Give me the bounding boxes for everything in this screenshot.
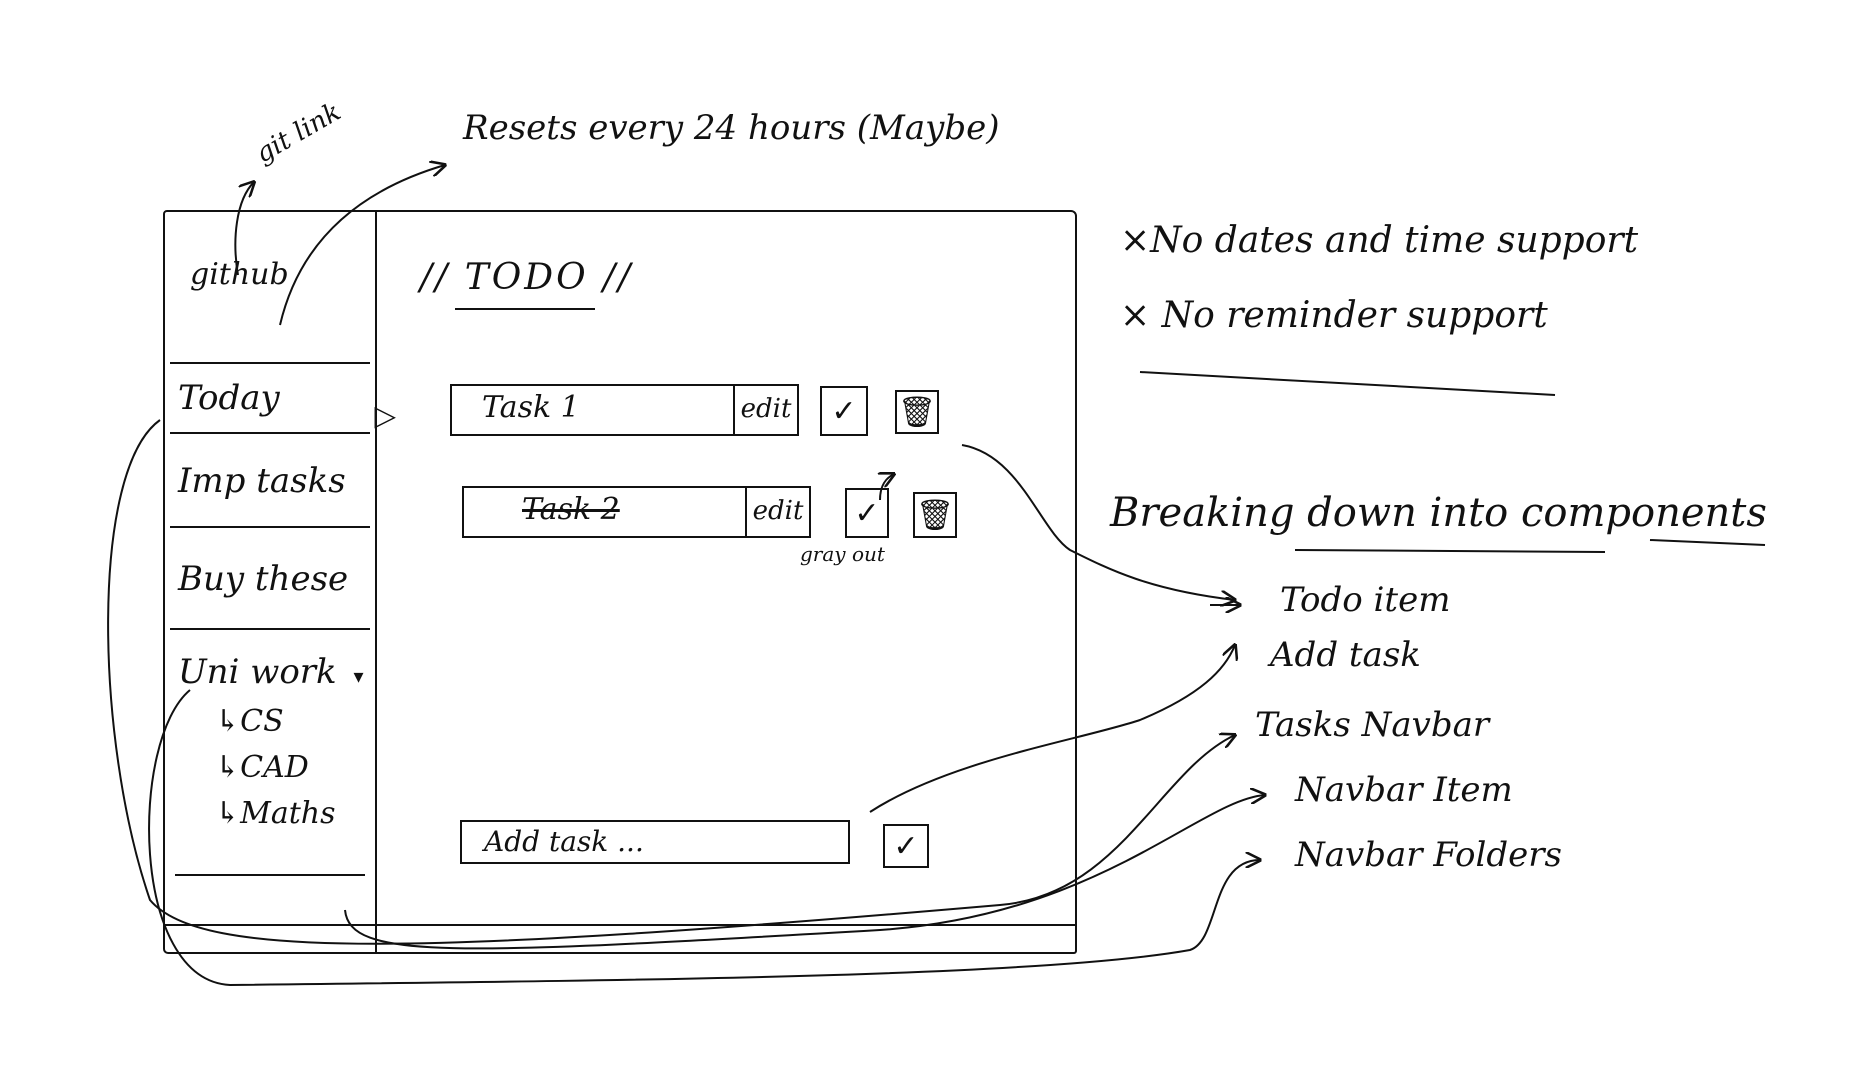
sidebar-item-label: Imp tasks bbox=[178, 461, 346, 501]
trash-icon: 🗑 bbox=[897, 394, 937, 430]
brand-link[interactable]: github bbox=[190, 257, 289, 292]
note-no-reminder: × No reminder support bbox=[1120, 295, 1548, 336]
task-name: Task 2 bbox=[522, 492, 620, 527]
complete-button[interactable]: ✓ bbox=[845, 488, 889, 538]
tasks-navbar-wire bbox=[107, 419, 1235, 945]
sidebar-item-buy-these[interactable]: Buy these bbox=[170, 530, 370, 630]
check-icon: ✓ bbox=[854, 495, 880, 531]
navbar-item-wire bbox=[344, 795, 1265, 950]
check-icon: ✓ bbox=[831, 393, 857, 429]
folder-caret-icon: ▾ bbox=[353, 664, 364, 688]
folder-child-cad[interactable]: ↳CAD bbox=[215, 750, 309, 785]
components-heading: Breaking down into components bbox=[1110, 490, 1767, 536]
sidebar-item-label: Buy these bbox=[178, 559, 349, 599]
component-tasks-navbar: Tasks Navbar bbox=[1255, 705, 1490, 745]
active-arrow-icon: ▷ bbox=[374, 399, 396, 432]
gray-out-note: gray out bbox=[800, 542, 885, 566]
title-underline bbox=[455, 308, 595, 310]
component-navbar-item: Navbar Item bbox=[1295, 770, 1513, 810]
resets-note: Resets every 24 hours (Maybe) bbox=[463, 108, 1000, 148]
add-task-input[interactable]: Add task ... bbox=[460, 820, 850, 864]
resets-arrow bbox=[279, 165, 445, 326]
folder-child-cs[interactable]: ↳CS bbox=[215, 704, 284, 739]
todo-item-wire bbox=[961, 444, 1235, 600]
heading-underline-2 bbox=[1649, 539, 1766, 546]
check-icon: ✓ bbox=[893, 828, 919, 864]
navbar-folders-wire bbox=[148, 689, 1260, 987]
sidebar-item-today[interactable]: Today ▷ bbox=[170, 362, 396, 434]
add-task-submit[interactable]: ✓ bbox=[883, 824, 929, 868]
add-task-wire bbox=[869, 645, 1235, 813]
component-navbar-folders: Navbar Folders bbox=[1295, 835, 1562, 875]
sidebar-item-label: Today bbox=[178, 378, 280, 418]
heading-underline-1 bbox=[1294, 549, 1606, 553]
component-add-task: Add task bbox=[1270, 635, 1421, 675]
app-window: github Today ▷ Imp tasks Buy these Uni w… bbox=[163, 210, 1077, 954]
gray-out-arrow bbox=[880, 474, 894, 501]
delete-button[interactable]: 🗑 bbox=[913, 492, 957, 538]
git-link-arrow bbox=[234, 182, 254, 276]
sidebar-folder-uni-work[interactable]: Uni work ▾ bbox=[170, 642, 370, 702]
window-bottom-border bbox=[165, 924, 1075, 926]
delete-button[interactable]: 🗑 bbox=[895, 390, 939, 434]
page-title: // TODO // bbox=[420, 257, 634, 298]
sidebar-item-imp-tasks[interactable]: Imp tasks bbox=[170, 436, 370, 528]
component-todo-item: Todo item bbox=[1280, 580, 1451, 620]
folder-divider bbox=[175, 874, 365, 876]
note-no-dates: ×No dates and time support bbox=[1120, 220, 1639, 261]
sidebar-navbar: github Today ▷ Imp tasks Buy these Uni w… bbox=[165, 212, 396, 952]
edit-button[interactable]: edit bbox=[733, 386, 797, 434]
todo-item-completed: Task 2 edit bbox=[462, 486, 811, 538]
task-name: Task 1 bbox=[482, 390, 580, 425]
folder-child-maths[interactable]: ↳Maths bbox=[215, 796, 336, 831]
edit-button[interactable]: edit bbox=[745, 488, 809, 536]
todo-item: Task 1 edit bbox=[450, 384, 799, 436]
folder-label: Uni work bbox=[178, 652, 337, 692]
trash-icon: 🗑 bbox=[915, 497, 955, 533]
complete-button[interactable]: ✓ bbox=[820, 386, 868, 436]
notes-underline bbox=[1139, 371, 1556, 396]
